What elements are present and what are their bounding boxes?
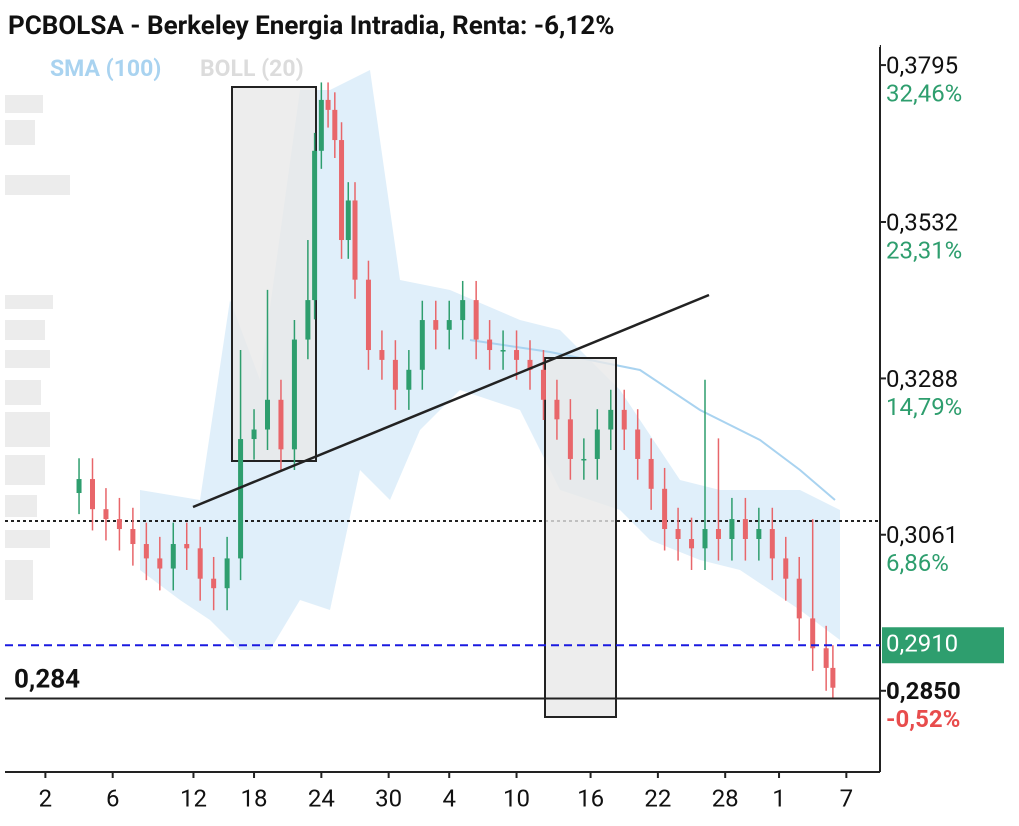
- level-label: 0,284: [14, 664, 80, 694]
- candle-body: [830, 667, 836, 688]
- candle-body: [406, 369, 412, 390]
- candle-body: [305, 300, 311, 340]
- candle-body: [197, 548, 203, 579]
- candle-body: [769, 529, 775, 559]
- candle-body: [90, 479, 95, 510]
- candle-body: [567, 419, 573, 459]
- candle-body: [702, 529, 708, 549]
- candle-body: [729, 519, 735, 540]
- candle-body: [265, 399, 270, 430]
- candle-body: [433, 320, 439, 330]
- y-tick-change: 6,86%: [886, 549, 949, 577]
- trend-line: [192, 293, 710, 509]
- x-tick-label: 10: [503, 784, 530, 812]
- x-tick-label: 24: [308, 784, 335, 812]
- candle-body: [345, 200, 351, 241]
- candle-body: [143, 544, 149, 559]
- candle-body: [116, 519, 122, 530]
- y-tick-label: 0,3532: [886, 208, 958, 236]
- candle-body: [715, 529, 721, 540]
- candle-body: [756, 529, 762, 540]
- candle-body: [500, 350, 506, 352]
- y-tick-change: 23,31%: [886, 236, 962, 264]
- y-tick-label: 0,3288: [886, 365, 958, 393]
- candle-body: [224, 558, 230, 589]
- candle-body: [810, 618, 816, 649]
- candle-body: [460, 300, 466, 321]
- candle-body: [278, 399, 284, 450]
- candle-body: [170, 544, 176, 569]
- candle-body: [312, 150, 318, 301]
- x-tick-label: 28: [712, 784, 739, 812]
- candle-body: [325, 99, 331, 110]
- candle-body: [76, 479, 82, 494]
- legend-sma: SMA (100): [50, 55, 161, 82]
- candle-body: [130, 529, 136, 545]
- candle-body: [339, 140, 345, 241]
- current-price-change: -0,52%: [886, 705, 960, 733]
- y-tick-change: 32,46%: [886, 79, 962, 107]
- x-tick-label: 18: [241, 784, 268, 812]
- candle-body: [540, 369, 546, 400]
- candle-body: [392, 359, 398, 390]
- candle-body: [689, 539, 695, 549]
- candle-body: [103, 509, 109, 520]
- candle-body: [251, 429, 257, 440]
- candle-body: [211, 578, 217, 589]
- candle-body: [554, 399, 560, 420]
- candle-body: [352, 200, 358, 280]
- last-price-label: 0,2910: [886, 630, 958, 658]
- candle-body: [783, 558, 789, 579]
- current-price-label: 0,2850: [886, 677, 961, 705]
- candle-body: [184, 544, 190, 549]
- candle-body: [648, 458, 654, 489]
- title-bg: [0, 5, 880, 47]
- candles: [76, 82, 836, 699]
- sma-line: [469, 339, 836, 501]
- candle-body: [238, 439, 244, 559]
- candle-body: [157, 558, 163, 569]
- candle-body: [291, 339, 297, 450]
- candle-body: [796, 578, 802, 619]
- candle-body: [527, 359, 533, 370]
- candle-body: [635, 429, 641, 459]
- candle-body: [581, 458, 587, 461]
- x-tick-label: 4: [442, 784, 456, 812]
- candle-body: [332, 109, 338, 141]
- candle-body: [594, 429, 600, 459]
- candle-body: [318, 99, 324, 151]
- volume-profile: [5, 95, 70, 600]
- x-tick-label: 7: [840, 784, 854, 812]
- annotation-box: [231, 86, 317, 462]
- candle-body: [446, 320, 452, 330]
- chart-title: PCBOLSA - Berkeley Energia Intradia, Ren…: [8, 11, 614, 41]
- candle-body: [608, 409, 614, 430]
- candle-body: [823, 648, 829, 668]
- candle-body: [419, 320, 425, 370]
- candle-body: [742, 519, 748, 540]
- y-tick-label: 0,3795: [886, 51, 958, 79]
- x-tick-label: 6: [106, 784, 120, 812]
- candle-body: [487, 339, 493, 351]
- candle-body: [365, 279, 371, 351]
- candle-body: [662, 488, 668, 530]
- x-tick-label: 12: [180, 784, 207, 812]
- candle-body: [621, 409, 627, 430]
- y-tick-label: 0,3061: [886, 521, 958, 549]
- x-tick-label: 1: [772, 784, 786, 812]
- candle-body: [473, 300, 479, 340]
- last-price-box: [882, 627, 1004, 664]
- x-tick-label: 30: [375, 784, 402, 812]
- legend-boll: BOLL (20): [200, 55, 304, 82]
- x-tick-label: 22: [644, 784, 671, 812]
- x-tick-label: 16: [577, 784, 604, 812]
- candle-body: [675, 529, 681, 540]
- candle-body: [379, 350, 385, 360]
- candle-body: [514, 350, 520, 360]
- y-tick-change: 14,79%: [886, 393, 962, 421]
- x-tick-label: 2: [39, 784, 53, 812]
